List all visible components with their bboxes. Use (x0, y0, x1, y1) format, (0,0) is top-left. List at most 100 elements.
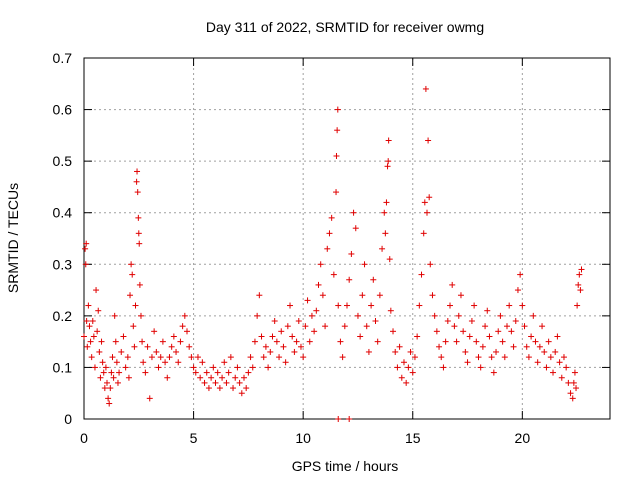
data-point (519, 302, 526, 309)
data-point (464, 359, 471, 366)
data-point (269, 333, 276, 340)
data-point (234, 364, 241, 371)
data-point (429, 292, 436, 299)
axis-ticks: 0 0.1 0.2 0.3 0.4 0.5 0.6 0.7 0 5 10 15 20 (53, 50, 610, 446)
data-point (550, 369, 557, 376)
data-point (376, 292, 383, 299)
data-point (512, 318, 519, 325)
data-point (247, 354, 254, 361)
data-point (315, 281, 322, 288)
data-point (258, 333, 265, 340)
data-point (254, 312, 261, 319)
data-point (110, 374, 117, 381)
data-point (131, 343, 138, 350)
data-point (418, 271, 425, 278)
data-point (334, 106, 341, 113)
data-point (333, 189, 340, 196)
data-point (384, 163, 391, 170)
data-point (547, 354, 554, 361)
data-point (477, 364, 484, 371)
data-point (173, 348, 180, 355)
data-point (346, 276, 353, 283)
data-point (536, 343, 543, 350)
data-point (168, 343, 175, 350)
data-point (436, 343, 443, 350)
data-point (175, 359, 182, 366)
data-point (243, 385, 250, 392)
data-point (457, 292, 464, 299)
data-point (506, 302, 513, 309)
data-point (129, 271, 136, 278)
data-point (91, 364, 98, 371)
data-point (271, 318, 278, 325)
data-point (405, 364, 412, 371)
data-point (565, 379, 572, 386)
data-point (466, 333, 473, 340)
data-point (240, 374, 247, 381)
y-tick-label: 0.2 (53, 308, 73, 324)
data-point (479, 343, 486, 350)
data-point (462, 348, 469, 355)
data-point (382, 230, 389, 237)
data-point (291, 348, 298, 355)
data-point (563, 364, 570, 371)
data-point (400, 359, 407, 366)
data-point (111, 312, 118, 319)
data-point (304, 297, 311, 304)
data-point (501, 354, 508, 361)
data-point (490, 369, 497, 376)
data-point (116, 369, 123, 376)
data-point (208, 374, 215, 381)
data-point (205, 385, 212, 392)
data-point (278, 328, 285, 335)
data-point (354, 312, 361, 319)
data-point (140, 359, 147, 366)
data-point (99, 359, 106, 366)
x-tick-label: 0 (80, 430, 88, 446)
data-point (199, 359, 206, 366)
data-point (460, 328, 467, 335)
data-point (482, 323, 489, 330)
data-point (543, 364, 550, 371)
data-point (570, 379, 577, 386)
data-point (130, 323, 137, 330)
data-point (444, 318, 451, 325)
data-point (144, 343, 151, 350)
data-point (300, 354, 307, 361)
data-point (414, 333, 421, 340)
data-point (386, 256, 393, 263)
data-point (396, 343, 403, 350)
data-point (567, 390, 574, 397)
data-point (525, 354, 532, 361)
data-point (499, 338, 506, 345)
data-point (94, 328, 101, 335)
data-point (339, 354, 346, 361)
data-point (319, 292, 326, 299)
data-point (93, 287, 100, 294)
data-point (153, 348, 160, 355)
x-tick-label: 10 (295, 430, 311, 446)
data-point (287, 302, 294, 309)
data-point (308, 312, 315, 319)
data-point (295, 318, 302, 325)
data-point (155, 364, 162, 371)
data-point (265, 364, 272, 371)
data-point (523, 343, 530, 350)
data-point (442, 338, 449, 345)
data-point (486, 333, 493, 340)
data-point (133, 178, 140, 185)
y-tick-label: 0.4 (53, 205, 73, 221)
data-point (88, 354, 95, 361)
data-point (104, 379, 111, 386)
data-point (210, 364, 217, 371)
data-point (127, 292, 134, 299)
data-point (411, 354, 418, 361)
data-point (359, 292, 366, 299)
data-point (449, 281, 456, 288)
data-point (134, 189, 141, 196)
data-point (352, 225, 359, 232)
data-point (186, 343, 193, 350)
data-point (569, 395, 576, 402)
data-point (86, 323, 93, 330)
